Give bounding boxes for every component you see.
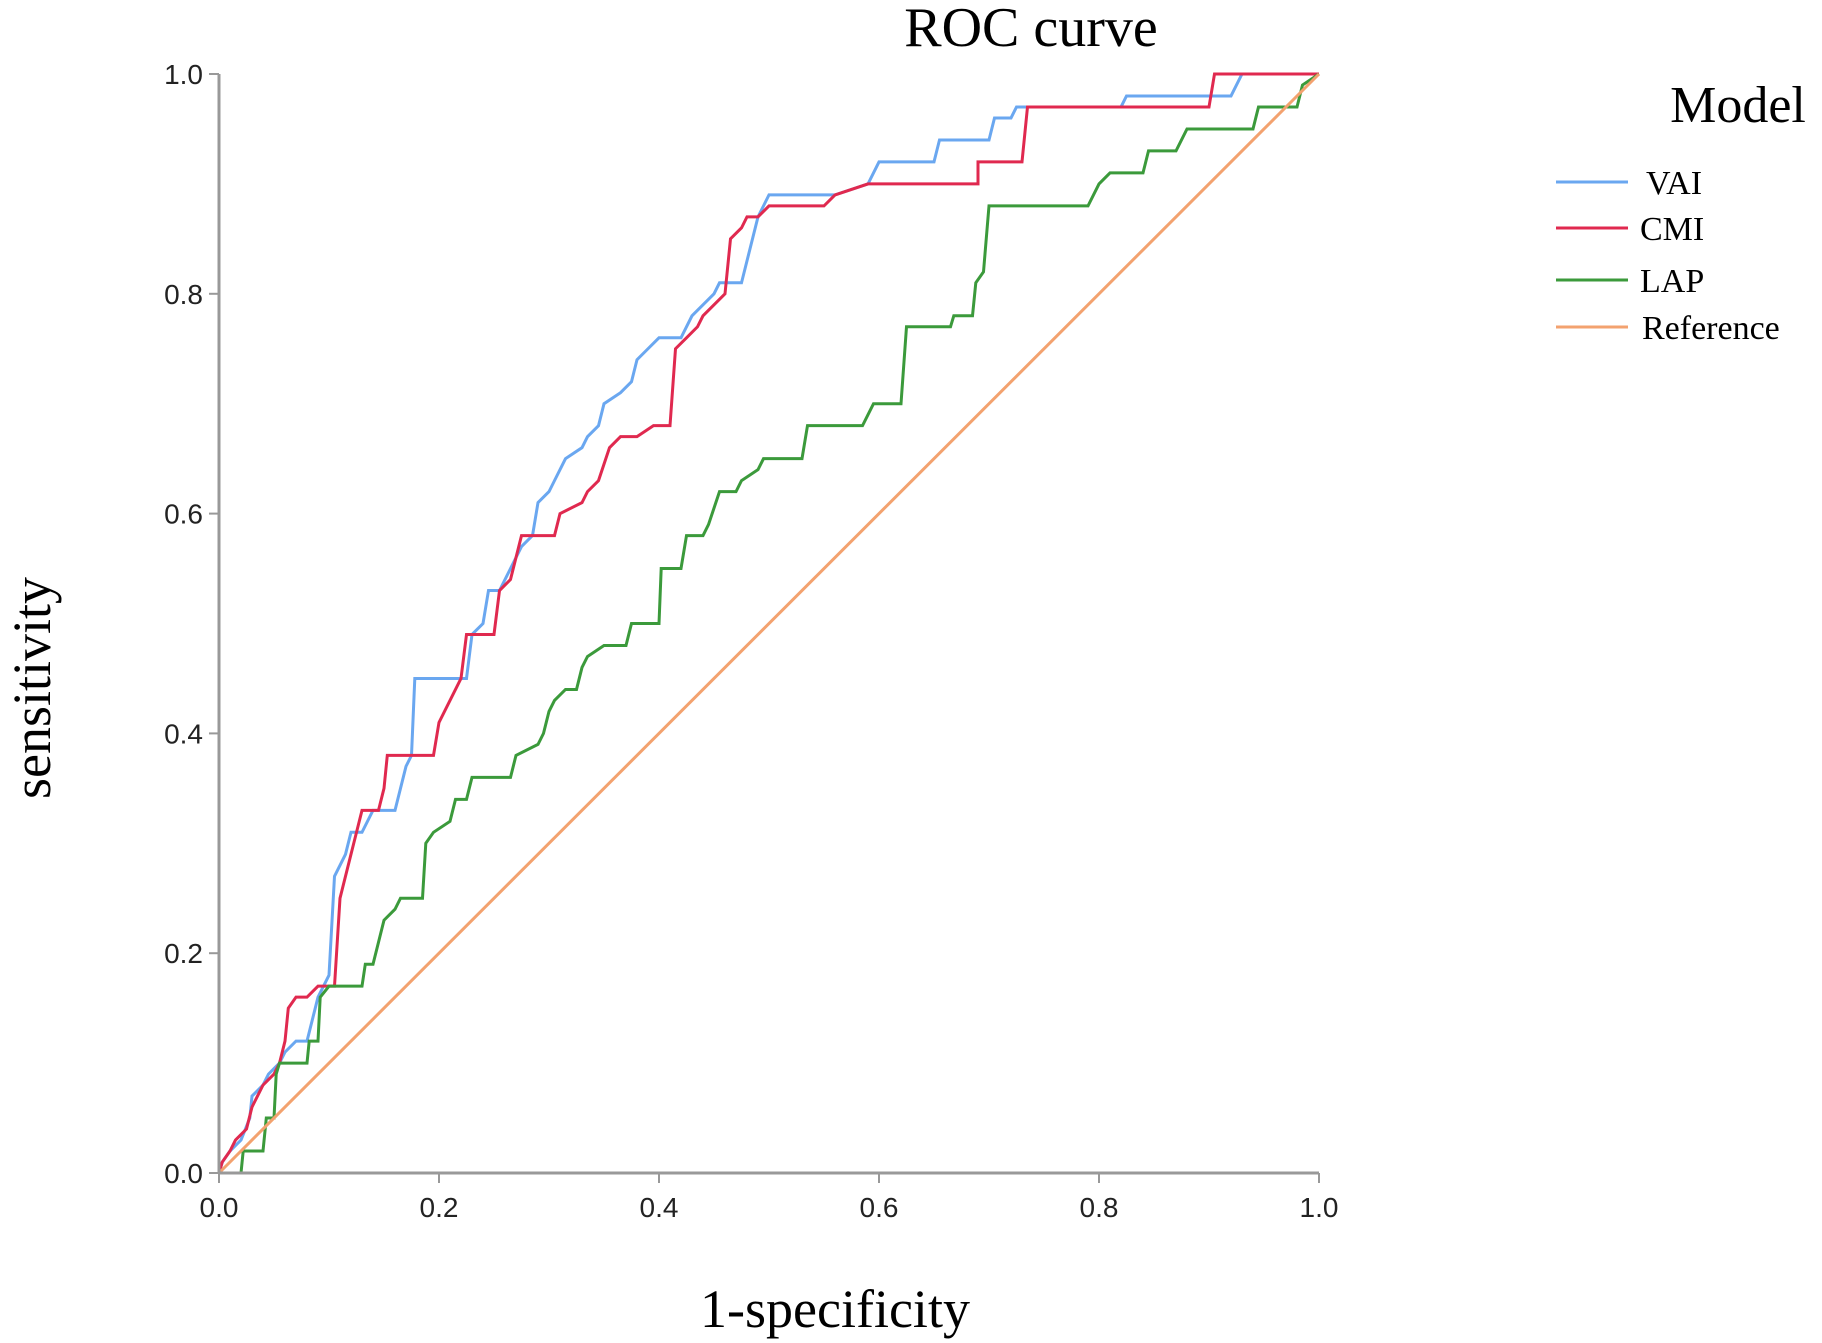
plot-layer <box>217 72 1321 1175</box>
legend-item-cmi: CMI <box>1556 211 1704 248</box>
x-axis-title: 1-specificity <box>700 1279 970 1339</box>
legend-title: Model <box>1670 77 1806 134</box>
x-tick-label-5: 1.0 <box>1300 1192 1339 1223</box>
y-tick-label-5: 1.0 <box>164 59 203 90</box>
legend-item-vai: VAI <box>1556 165 1702 202</box>
series-line-lap <box>219 72 1320 1175</box>
legend-item-lap: LAP <box>1556 263 1704 300</box>
chart-title: ROC curve <box>904 0 1158 59</box>
x-tick-label-4: 0.8 <box>1080 1192 1119 1223</box>
series-line-cmi <box>217 72 1319 1174</box>
legend-label-reference: Reference <box>1642 310 1780 347</box>
x-tick-label-0: 0.0 <box>200 1192 239 1223</box>
y-tick-label-0: 0.0 <box>164 1158 203 1189</box>
legend-label-cmi: CMI <box>1640 211 1704 248</box>
x-tick-label-1: 0.2 <box>420 1192 459 1223</box>
legend-label-lap: LAP <box>1640 263 1704 300</box>
axes-layer <box>209 73 1320 1183</box>
legend-item-reference: Reference <box>1556 310 1780 347</box>
y-tick-label-1: 0.2 <box>164 938 203 969</box>
y-tick-label-3: 0.6 <box>164 499 203 530</box>
y-tick-label-4: 0.8 <box>164 279 203 310</box>
series-line-vai <box>217 72 1319 1174</box>
labels-layer: 0.0 0.2 0.4 0.6 0.8 1.0 0.0 0.2 0.4 0.6 0.8 1.0 ROC … <box>2 0 1338 1339</box>
y-axis-title: sensitivity <box>2 577 62 799</box>
y-tick-label-2: 0.4 <box>164 718 203 749</box>
series-line-reference <box>217 72 1321 1175</box>
x-tick-label-3: 0.6 <box>860 1192 899 1223</box>
legend-label-vai: VAI <box>1646 165 1702 202</box>
legend-layer: Model VAI CMI LAP Reference <box>1556 77 1806 347</box>
x-tick-label-2: 0.4 <box>640 1192 679 1223</box>
